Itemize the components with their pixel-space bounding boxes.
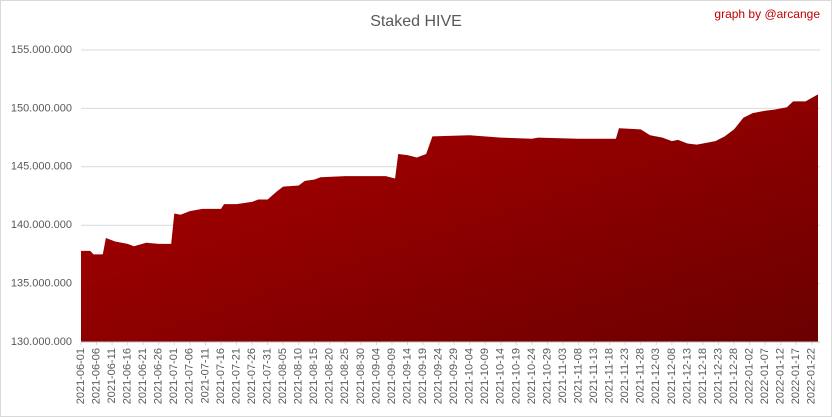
- x-tick-label: 2021-11-23: [619, 348, 631, 403]
- x-tick-label: 2021-07-21: [230, 348, 242, 404]
- x-tick-label: 2021-10-24: [526, 348, 538, 404]
- x-tick-label: 2021-06-11: [106, 348, 118, 403]
- x-tick-label: 2021-07-26: [246, 348, 258, 404]
- y-tick-label: 140.000.000: [11, 219, 72, 231]
- x-tick-label: 2021-09-19: [417, 348, 429, 404]
- x-tick-label: 2021-12-08: [666, 348, 678, 404]
- x-tick-label: 2022-01-07: [759, 348, 771, 404]
- x-tick-label: 2021-07-31: [261, 348, 273, 404]
- x-tick-label: 2021-06-06: [90, 348, 102, 404]
- x-tick-label: 2021-09-09: [386, 348, 398, 404]
- x-tick-label: 2021-07-01: [168, 348, 180, 404]
- x-tick-label: 2021-11-08: [572, 348, 584, 403]
- plot: [81, 94, 818, 342]
- x-tick-label: 2021-08-15: [308, 348, 320, 404]
- chart-title: Staked HIVE: [370, 13, 462, 30]
- x-tick-label: 2022-01-02: [743, 348, 755, 404]
- x-tick-label: 2021-06-16: [122, 348, 134, 404]
- x-tick-label: 2021-11-28: [635, 348, 647, 403]
- x-tick-label: 2021-08-10: [293, 348, 305, 404]
- x-tick-label: 2021-06-21: [137, 348, 149, 404]
- x-tick-label: 2021-08-20: [324, 348, 336, 404]
- x-tick-label: 2021-12-03: [650, 348, 662, 404]
- x-tick-label: 2021-06-26: [153, 348, 165, 404]
- y-tick-label: 135.000.000: [11, 278, 72, 290]
- y-tick-label: 150.000.000: [11, 102, 72, 114]
- area: [81, 94, 818, 342]
- x-tick-label: 2021-10-09: [479, 348, 491, 404]
- x-tick-label: 2021-06-01: [75, 348, 87, 404]
- x-tick-label: 2021-12-28: [728, 348, 740, 404]
- x-tick-label: 2021-11-13: [588, 348, 600, 403]
- y-tick-label: 130.000.000: [11, 336, 72, 348]
- x-tick-label: 2021-09-29: [448, 348, 460, 404]
- x-tick-label: 2021-08-30: [355, 348, 367, 404]
- x-tick-label: 2021-10-04: [464, 348, 476, 404]
- x-tick-label: 2021-09-04: [370, 348, 382, 404]
- y-tick-label: 145.000.000: [11, 161, 72, 173]
- x-tick-label: 2021-07-16: [215, 348, 227, 404]
- credit: graph by @arcange: [714, 7, 820, 21]
- x-tick-label: 2022-01-17: [790, 348, 802, 404]
- x-tick-label: 2021-10-14: [495, 348, 507, 404]
- x-tick-label: 2021-10-19: [510, 348, 522, 404]
- x-tick-label: 2021-08-05: [277, 348, 289, 404]
- x-tick-label: 2021-12-23: [712, 348, 724, 404]
- x-tick-label: 2021-11-03: [557, 348, 569, 403]
- x-tick-label: 2021-07-06: [184, 348, 196, 404]
- x-tick-label: 2022-01-22: [806, 348, 818, 404]
- y-tick-label: 155.000.000: [11, 44, 72, 56]
- x-tick-label: 2021-11-18: [604, 348, 616, 403]
- x-tick-label: 2022-01-12: [775, 348, 787, 404]
- x-tick-label: 2021-09-24: [433, 348, 445, 404]
- x-tick-label: 2021-07-11: [199, 348, 211, 403]
- x-tick-label: 2021-10-29: [541, 348, 553, 404]
- x-tick-label: 2021-12-13: [681, 348, 693, 404]
- x-tick-label: 2021-12-18: [697, 348, 709, 404]
- x-tick-label: 2021-09-14: [401, 348, 413, 404]
- x-tick-label: 2021-08-25: [339, 348, 351, 404]
